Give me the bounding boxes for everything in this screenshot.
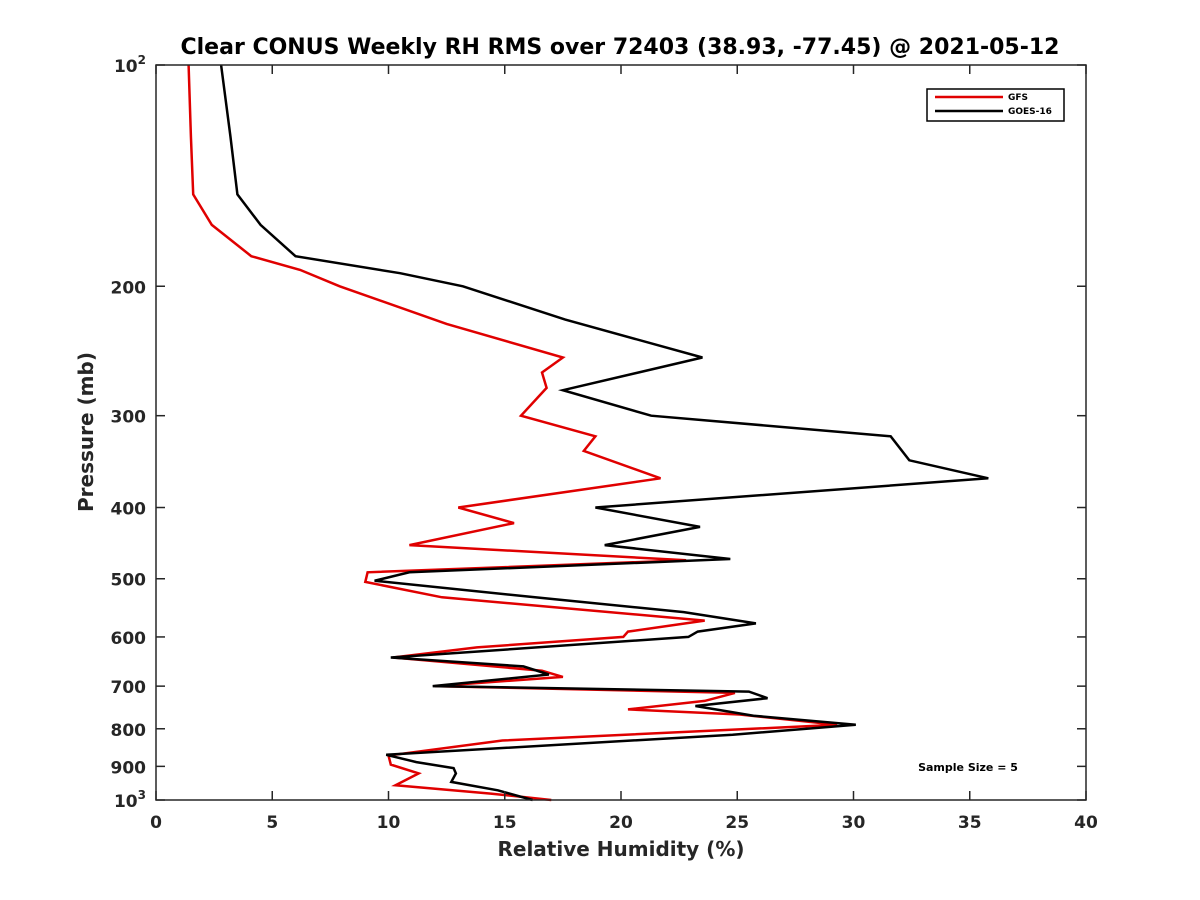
x-tick-label: 15 <box>493 813 517 833</box>
legend-box <box>926 88 1065 122</box>
y-tick-label: 103 <box>114 788 146 812</box>
legend-label-goes16: GOES-16 <box>1008 107 1052 117</box>
series-line-goes16 <box>219 64 989 802</box>
x-tick-label: 5 <box>266 813 278 833</box>
x-tick-label: 35 <box>958 813 982 833</box>
x-tick-label: 0 <box>150 813 162 833</box>
x-tick-label: 40 <box>1074 813 1098 833</box>
y-tick-label: 800 <box>111 721 147 741</box>
y-tick-label: 900 <box>111 758 147 778</box>
y-axis-label: Pressure (mb) <box>74 352 98 512</box>
sample-size-annotation: Sample Size = 5 <box>918 761 1018 774</box>
y-tick-label: 102 <box>114 53 146 77</box>
x-axis: 0 5 10 15 20 25 30 35 40 <box>150 65 1098 833</box>
x-tick-label: 30 <box>842 813 866 833</box>
chart-title: Clear CONUS Weekly RH RMS over 72403 (38… <box>181 35 1060 60</box>
series-line-gfs <box>187 64 838 802</box>
series-layer <box>187 64 989 802</box>
x-tick-label: 20 <box>609 813 633 833</box>
y-tick-label: 200 <box>111 278 147 298</box>
legend: GFS GOES-16 <box>926 88 1065 122</box>
x-axis-label: Relative Humidity (%) <box>497 837 744 861</box>
y-axis: 102 200 300 400 500 600 700 800 900 103 <box>111 53 1086 812</box>
y-tick-label: 400 <box>111 500 147 520</box>
x-tick-label: 25 <box>725 813 749 833</box>
legend-label-gfs: GFS <box>1008 93 1028 103</box>
y-tick-label: 300 <box>111 408 147 428</box>
y-tick-label: 700 <box>111 678 147 698</box>
x-tick-label: 10 <box>377 813 401 833</box>
y-tick-label: 600 <box>111 629 147 649</box>
y-tick-label: 500 <box>111 571 147 591</box>
